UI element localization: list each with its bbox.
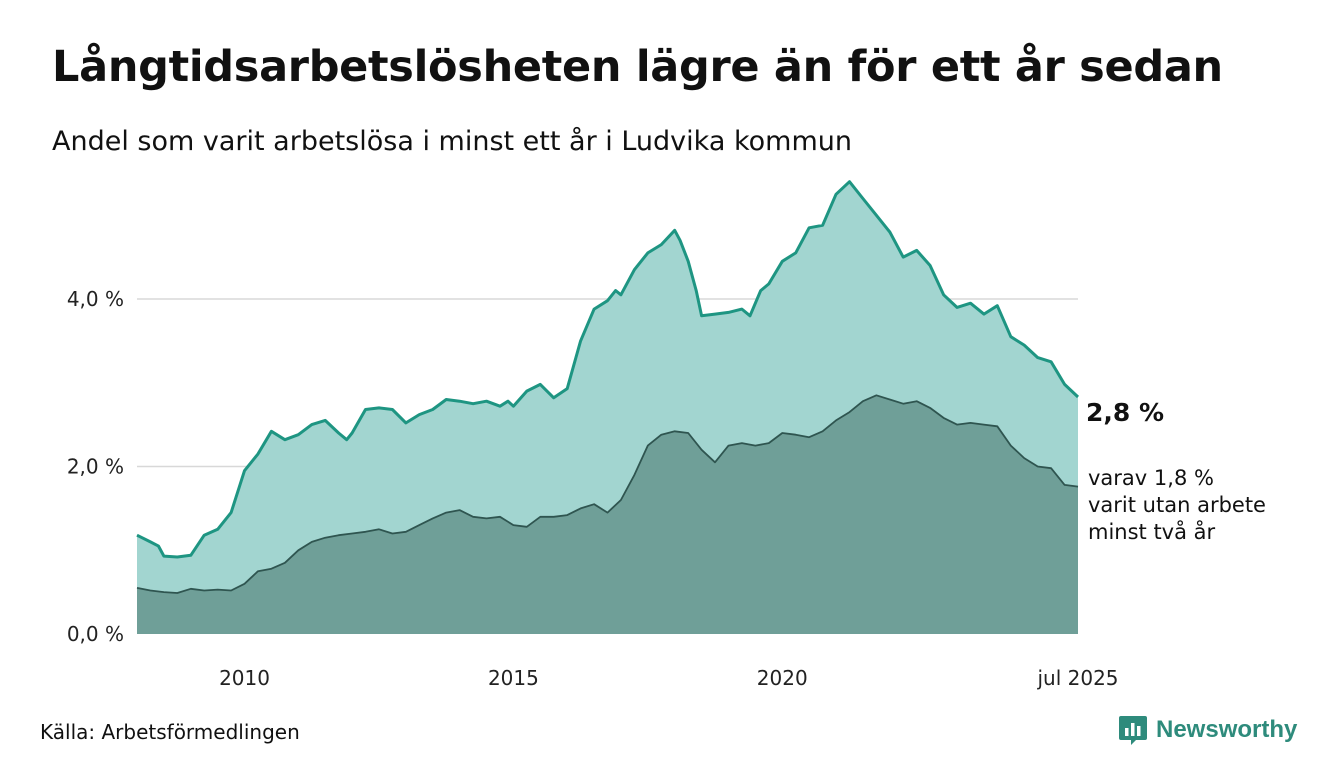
y-axis-ticks: 0,0 % 2,0 % 4,0 % xyxy=(67,287,124,646)
y-tick-label-1: 2,0 % xyxy=(67,455,124,479)
x-tick-label-0: 2010 xyxy=(219,666,270,690)
line-unemployed-two-years xyxy=(136,394,1079,594)
annotation-long-line-3: minst två år xyxy=(1088,519,1216,544)
source-note: Källa: Arbetsförmedlingen xyxy=(40,720,300,744)
annotation-long-line-1: varav 1,8 % xyxy=(1088,466,1214,490)
annotation-long-term-end-value: varav 1,8 % varit utan arbete minst två … xyxy=(1088,466,1273,544)
line-total-unemployed-one-year xyxy=(136,180,1080,559)
area-unemployed-two-years xyxy=(137,395,1078,634)
chart-title: Långtidsarbetslösheten lägre än för ett … xyxy=(52,42,1223,92)
brand-name: Newsworthy xyxy=(1156,716,1298,743)
chart-subtitle: Andel som varit arbetslösa i minst ett å… xyxy=(52,126,852,157)
x-tick-label-2: 2020 xyxy=(757,666,808,690)
newsworthy-logo-icon xyxy=(1119,716,1147,745)
brand[interactable]: Newsworthy xyxy=(1118,712,1297,748)
y-tick-label-0: 0,0 % xyxy=(67,622,124,646)
annotation-long-line-2: varit utan arbete xyxy=(1088,493,1266,517)
x-tick-label-3: jul 2025 xyxy=(1036,666,1118,690)
annotation-total-end-value: 2,8 % xyxy=(1086,398,1164,427)
x-tick-label-1: 2015 xyxy=(488,666,539,690)
y-tick-label-2: 4,0 % xyxy=(67,287,124,311)
x-axis-ticks: 2010 2015 2020 jul 2025 xyxy=(219,666,1118,690)
